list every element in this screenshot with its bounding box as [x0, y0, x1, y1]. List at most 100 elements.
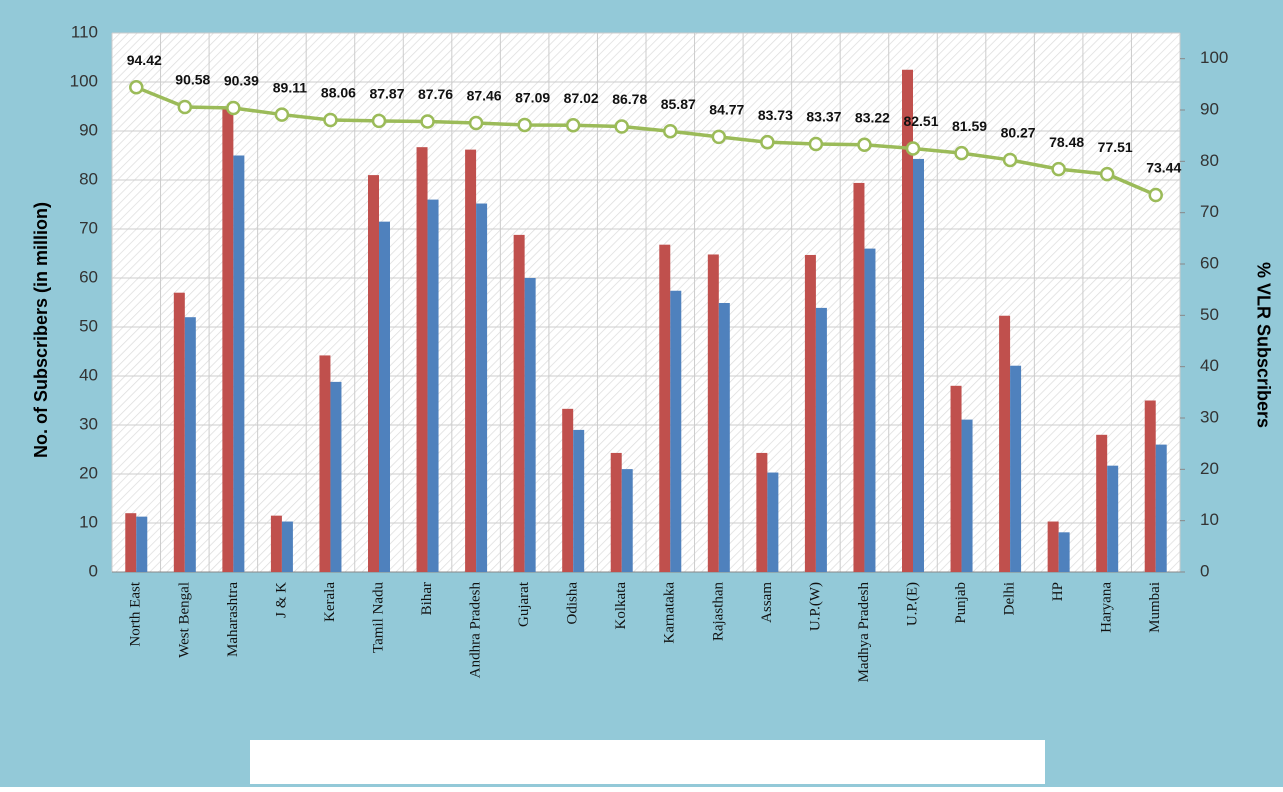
- x-tick-label: Mumbai: [1147, 582, 1163, 633]
- bar: [1107, 465, 1119, 572]
- x-tick-label: Odisha: [565, 582, 581, 625]
- data-label: 87.76: [418, 86, 453, 102]
- y2-tick-label: 50: [1200, 305, 1219, 324]
- bar: [524, 278, 536, 572]
- y-tick-label: 90: [79, 120, 98, 139]
- y2-tick-label: 60: [1200, 253, 1219, 272]
- data-label: 84.77: [709, 102, 744, 118]
- x-tick-label: U.P.(W): [807, 582, 823, 631]
- line-marker: [1051, 161, 1066, 177]
- x-tick-label: West Bengal: [176, 582, 192, 658]
- bar: [1010, 365, 1022, 572]
- y2-tick-label: 30: [1200, 407, 1219, 426]
- y-tick-label: 70: [79, 218, 98, 237]
- data-label: 77.51: [1098, 139, 1133, 155]
- bar: [1047, 521, 1059, 572]
- bar: [222, 108, 234, 572]
- bar: [853, 182, 865, 572]
- line-marker: [565, 118, 581, 133]
- bar: [562, 408, 574, 572]
- bar: [233, 155, 245, 572]
- bar: [573, 429, 585, 572]
- bar: [902, 69, 913, 572]
- line-marker: [517, 117, 532, 133]
- y-tick-label: 80: [79, 169, 98, 188]
- data-label: 87.46: [467, 88, 502, 104]
- line-marker: [711, 129, 727, 145]
- y-tick-label: 40: [79, 365, 98, 384]
- x-tick-label: J & K: [273, 582, 289, 618]
- bar: [330, 381, 342, 572]
- bar: [1058, 532, 1070, 572]
- line-marker: [1148, 187, 1163, 203]
- bar: [136, 516, 148, 572]
- line-marker: [663, 123, 678, 139]
- x-tick-label: Gujarat: [516, 581, 532, 627]
- x-tick-label: Karnataka: [662, 582, 678, 644]
- line-marker: [808, 136, 824, 152]
- x-tick-label: Maharashtra: [225, 582, 241, 657]
- data-label: 83.37: [806, 109, 841, 125]
- line-marker: [1099, 166, 1115, 182]
- bar: [864, 248, 876, 572]
- line-marker: [614, 119, 629, 134]
- bar: [913, 158, 924, 572]
- y-tick-label: 10: [79, 512, 98, 531]
- legend: [250, 740, 1045, 784]
- y-tick-label: 60: [79, 267, 98, 286]
- bar: [319, 355, 331, 572]
- bar: [1144, 400, 1156, 572]
- data-label: 94.42: [127, 52, 162, 68]
- x-tick-label: U.P.(E): [904, 582, 920, 626]
- line-marker: [905, 141, 921, 156]
- bar: [659, 244, 671, 572]
- x-tick-label: Delhi: [1002, 582, 1018, 615]
- bar: [670, 290, 682, 572]
- bar: [621, 469, 633, 572]
- data-label: 82.51: [903, 113, 938, 129]
- data-label: 85.87: [661, 96, 696, 112]
- line-marker: [177, 99, 193, 115]
- bar: [610, 452, 622, 572]
- bar: [173, 292, 185, 572]
- bar: [281, 521, 293, 572]
- data-label: 81.59: [952, 118, 987, 134]
- bar: [767, 472, 779, 572]
- x-tick-label: Tamil Nadu: [370, 582, 386, 654]
- y-tick-label: 30: [79, 414, 98, 433]
- x-tick-label: Madhya Pradesh: [856, 582, 872, 683]
- line-marker: [274, 107, 290, 122]
- data-label: 78.48: [1049, 134, 1084, 150]
- y2-tick-label: 70: [1200, 202, 1219, 221]
- bar: [804, 254, 816, 572]
- x-tick-label: Punjab: [953, 582, 969, 624]
- bar: [756, 452, 768, 572]
- data-label: 80.27: [1001, 125, 1036, 141]
- data-label: 83.22: [855, 110, 890, 126]
- line-marker: [371, 113, 387, 129]
- line-marker: [420, 114, 435, 129]
- y2-tick-label: 100: [1200, 48, 1228, 67]
- data-label: 90.58: [175, 72, 210, 88]
- data-label: 90.39: [224, 73, 259, 89]
- x-tick-label: Andhra Pradesh: [468, 582, 484, 679]
- bar: [416, 147, 428, 573]
- y2-tick-label: 90: [1200, 99, 1219, 118]
- data-label: 73.44: [1146, 160, 1181, 176]
- data-label: 83.73: [758, 107, 793, 123]
- line-marker: [1002, 152, 1018, 168]
- x-tick-label: Rajasthan: [710, 582, 726, 642]
- line-marker: [760, 134, 775, 150]
- line-marker: [857, 137, 872, 153]
- line: [135, 85, 1157, 197]
- bar: [184, 317, 196, 572]
- data-label: 87.09: [515, 90, 550, 106]
- x-tick-label: Kerala: [322, 582, 338, 622]
- y2-tick-label: 80: [1200, 151, 1219, 170]
- bar: [125, 513, 137, 572]
- bar: [465, 149, 477, 572]
- bar: [950, 385, 962, 572]
- line-marker: [468, 115, 484, 131]
- data-label: 88.06: [321, 85, 356, 101]
